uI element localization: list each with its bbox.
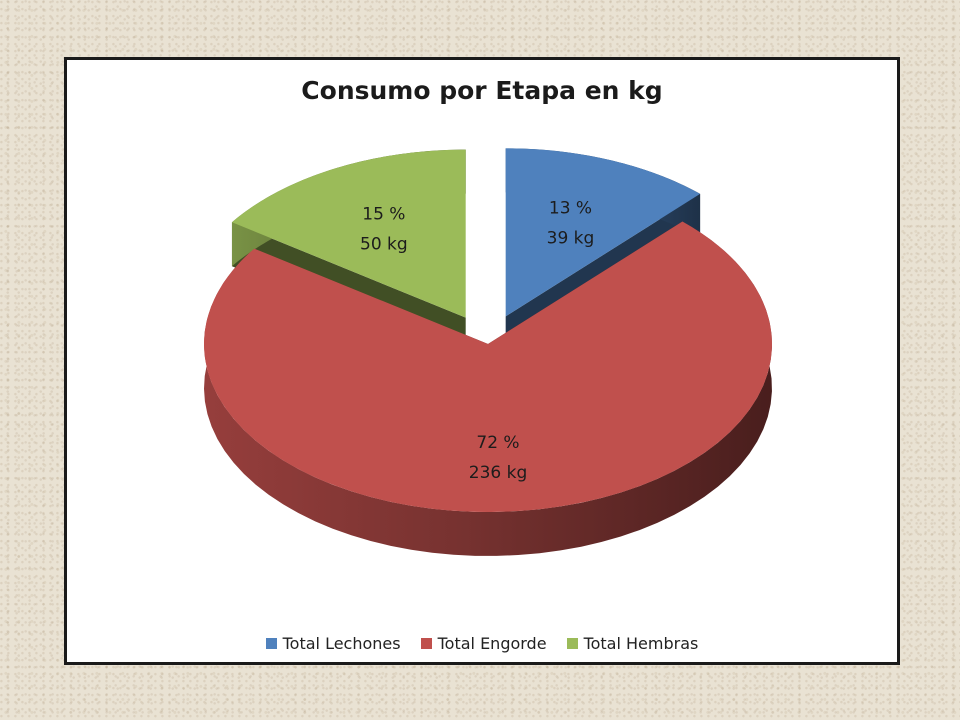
legend-swatch-engorde — [420, 638, 432, 649]
chart-title: Consumo por Etapa en kg — [301, 76, 663, 105]
pie-slice-total-hembras — [231, 149, 466, 318]
chart-frame: Consumo por Etapa en kg 13 % 39 kg 72 % 236… — [64, 57, 900, 665]
legend-item-hembras: Total Hembras — [566, 634, 699, 653]
pie-chart: 13 % 39 kg 72 % 236 kg 15 % 50 kg — [204, 148, 772, 556]
legend-label-engorde: Total Engorde — [437, 634, 547, 653]
pie-slice-total-engorde — [204, 221, 772, 512]
legend-item-engorde: Total Engorde — [420, 634, 547, 653]
chart-legend: Total Lechones Total Engorde Total Hembr… — [67, 634, 897, 653]
slice-percent-label-total-lechones: 13 % — [549, 198, 592, 218]
pie-labels: 13 % 39 kg 72 % 236 kg 15 % 50 kg — [360, 198, 594, 483]
slice-value-label-total-lechones: 39 kg — [547, 228, 595, 248]
slice-value-label-total-hembras: 50 kg — [360, 234, 408, 254]
legend-swatch-hembras — [566, 638, 578, 649]
legend-swatch-lechones — [265, 638, 277, 649]
legend-item-lechones: Total Lechones — [265, 634, 401, 653]
pie-slice-total-lechones — [505, 148, 701, 317]
legend-label-lechones: Total Lechones — [282, 634, 401, 653]
slice-value-label-total-engorde: 236 kg — [469, 463, 528, 483]
slice-percent-label-total-engorde: 72 % — [476, 433, 519, 453]
slice-percent-label-total-hembras: 15 % — [362, 204, 405, 224]
legend-label-hembras: Total Hembras — [583, 634, 699, 653]
pie-tops — [204, 148, 772, 512]
